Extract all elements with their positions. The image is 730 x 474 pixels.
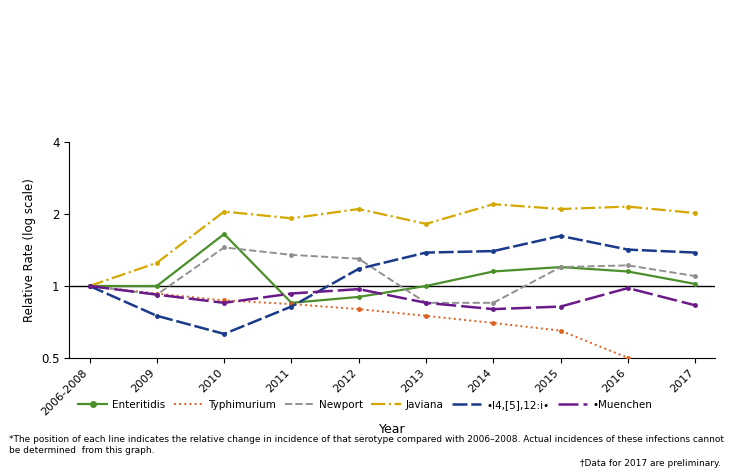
X-axis label: Year: Year <box>379 423 406 436</box>
Text: Figure 1. Relative rate: Figure 1. Relative rate <box>9 15 147 28</box>
Text: Salmonella: Salmonella <box>418 15 488 28</box>
Text: †: † <box>599 2 604 12</box>
Text: with 2006–2008 average annual incidence, by year, FoodNet: with 2006–2008 average annual incidence,… <box>73 72 459 84</box>
Text: *: * <box>137 2 142 12</box>
Text: compared: compared <box>9 72 72 84</box>
Text: of confirmed: of confirmed <box>142 15 230 28</box>
Text: †Data for 2017 are preliminary.: †Data for 2017 are preliminary. <box>580 459 721 468</box>
Legend: Enteritidis, Typhimurium, Newport, Javiana, •I4,[5],12:i•, •Muenchen: Enteritidis, Typhimurium, Newport, Javia… <box>74 396 656 414</box>
Text: infections with the top six: infections with the top six <box>272 15 442 28</box>
Text: serotypes in 2017: serotypes in 2017 <box>482 15 598 28</box>
Text: *The position of each line indicates the relative change in incidence of that se: *The position of each line indicates the… <box>9 435 723 455</box>
Text: Salmonella: Salmonella <box>208 15 277 28</box>
Y-axis label: Relative Rate (log scale): Relative Rate (log scale) <box>23 178 36 322</box>
Text: †: † <box>66 55 71 65</box>
